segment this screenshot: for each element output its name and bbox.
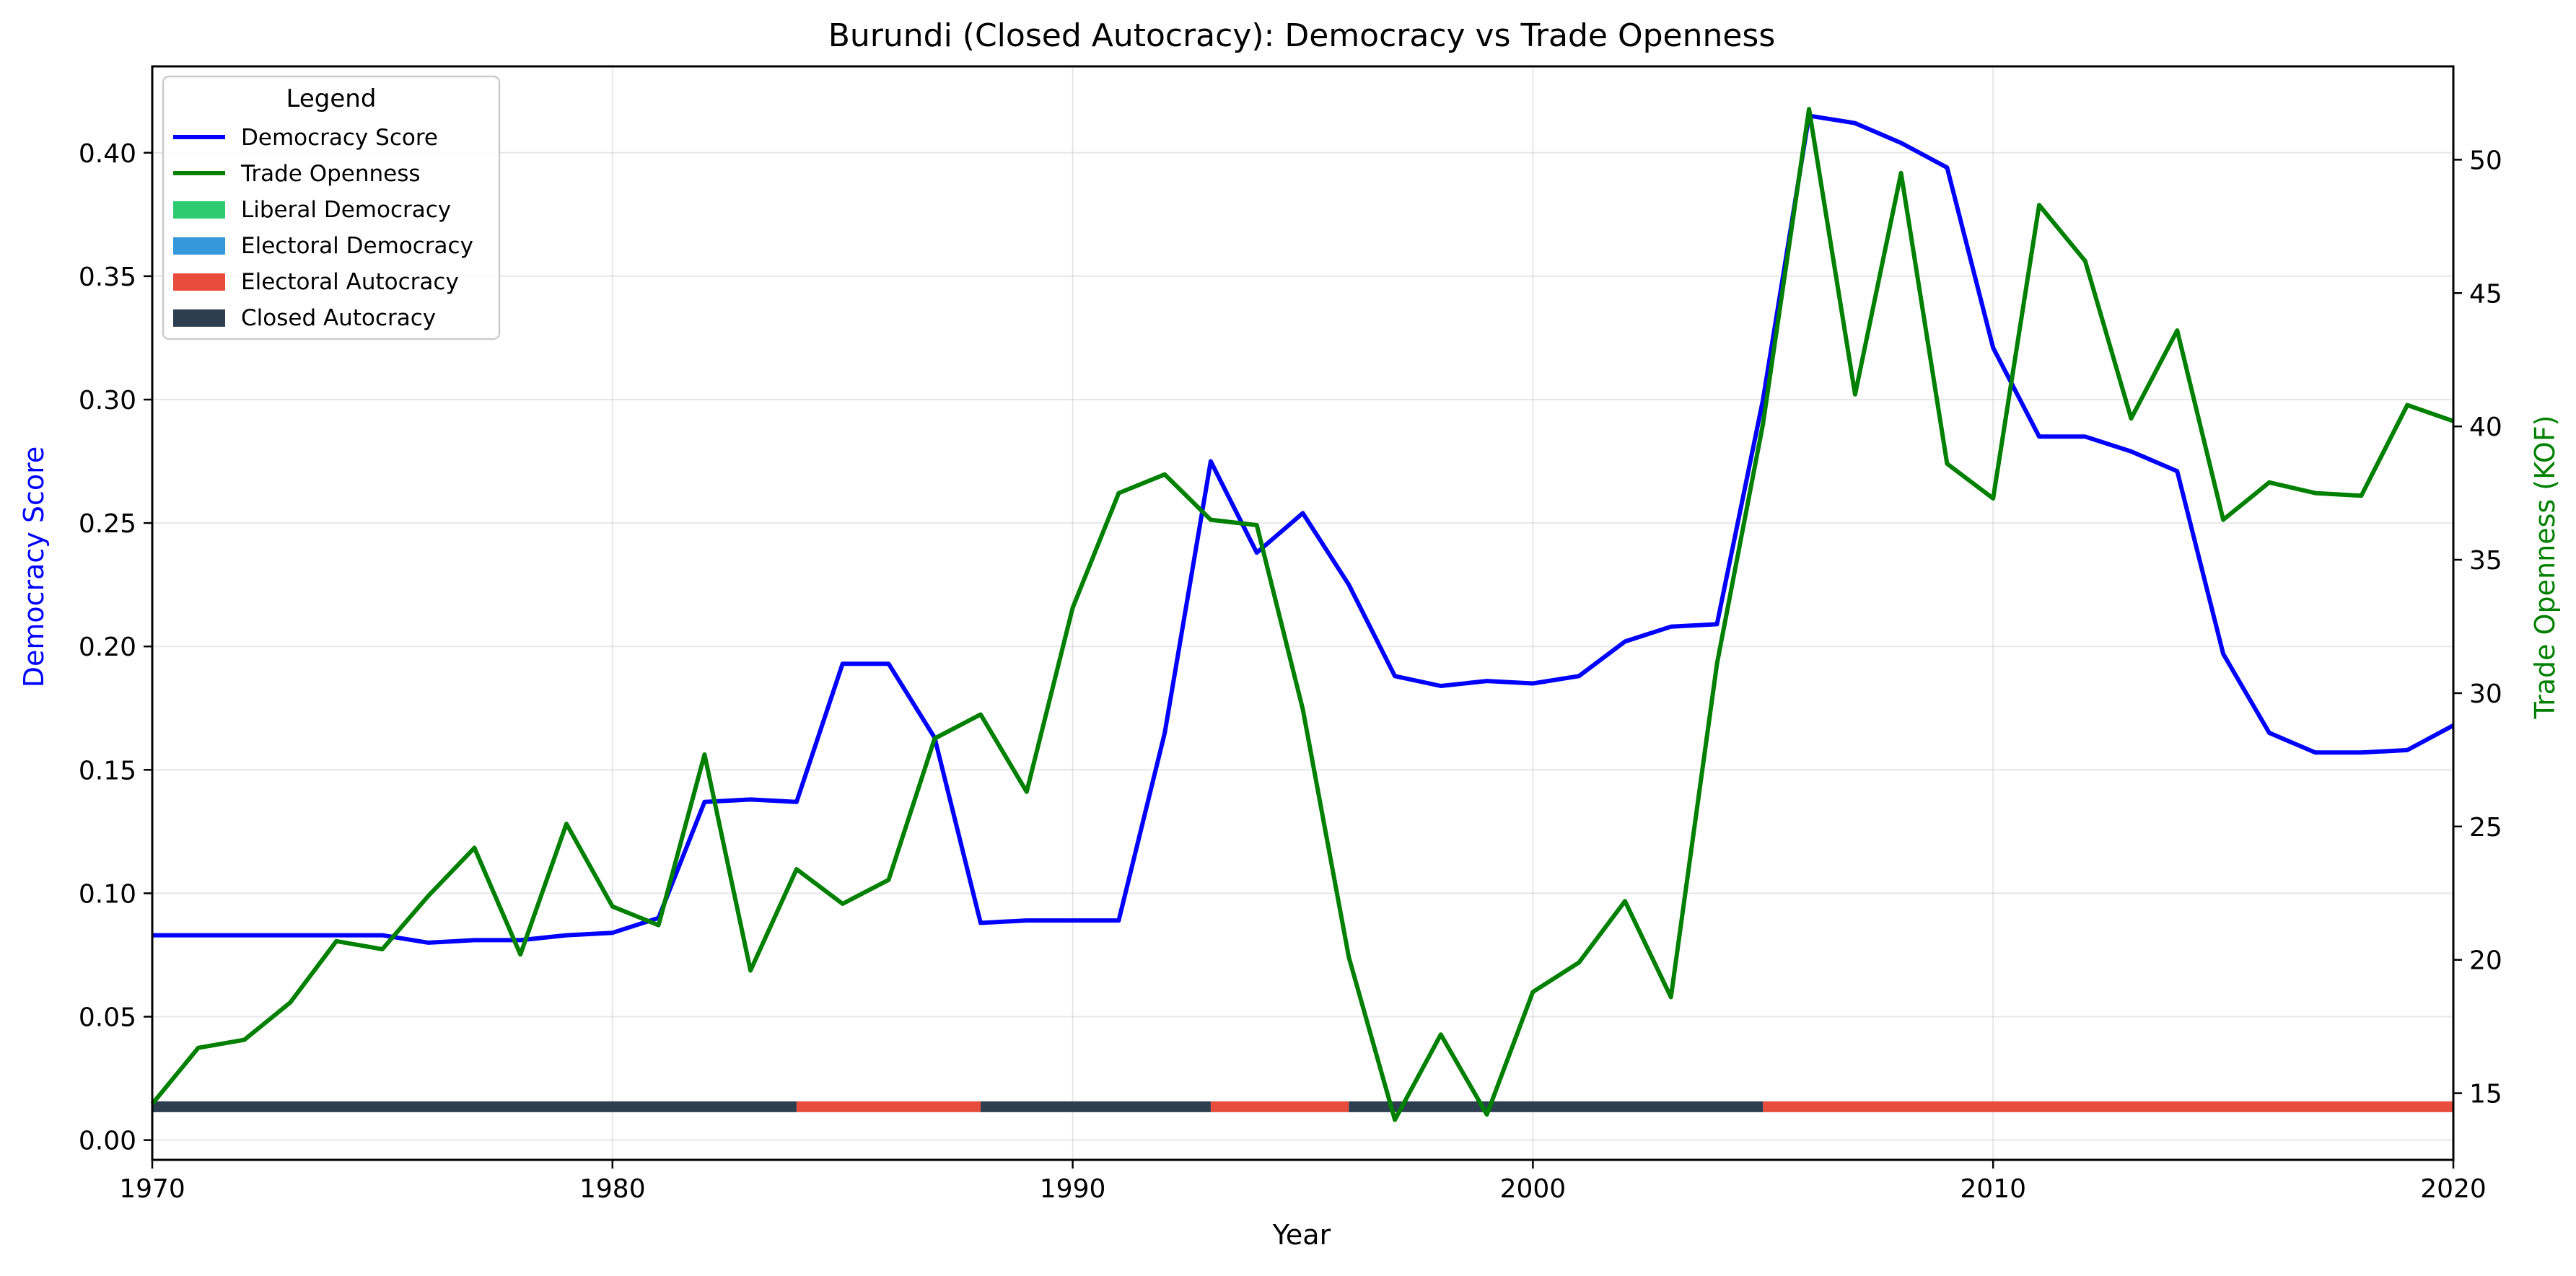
legend-title: Legend [286, 84, 377, 113]
legend-patch-swatch [173, 201, 225, 219]
y-left-tick-label: 0.05 [79, 1003, 136, 1033]
x-tick-label: 1980 [579, 1174, 646, 1204]
x-tick-label: 2010 [1960, 1174, 2026, 1204]
y-left-tick-label: 0.40 [79, 139, 136, 169]
y-right-tick-label: 25 [2469, 813, 2502, 842]
y-right-tick-label: 15 [2469, 1080, 2502, 1109]
x-tick-label: 2000 [1500, 1174, 1567, 1204]
y-left-tick-label: 0.35 [79, 263, 136, 292]
y-right-tick-label: 30 [2469, 679, 2502, 709]
x-tick-label: 1990 [1040, 1174, 1106, 1204]
x-tick-label: 2020 [2420, 1174, 2487, 1204]
chart-title: Burundi (Closed Autocracy): Democracy vs… [828, 17, 1776, 54]
y-left-tick-label: 0.15 [79, 756, 136, 786]
legend-entry-label: Trade Openness [240, 161, 421, 187]
y-left-tick-label: 0.20 [79, 633, 136, 662]
y-right-tick-label: 35 [2469, 546, 2502, 576]
legend-entry-label: Electoral Autocracy [241, 269, 459, 295]
legend: Legend Democracy Score Trade Openness Liber… [163, 76, 499, 339]
y-right-tick-label: 20 [2469, 946, 2502, 976]
y-axis-left-label: Democracy Score [18, 446, 50, 688]
legend-patch-swatch [173, 273, 225, 291]
legend-patch-swatch [173, 237, 225, 255]
x-axis-label: Year [1272, 1219, 1331, 1251]
y-axis-right-label: Trade Openness (KOF) [2529, 415, 2561, 719]
y-right-tick-label: 45 [2469, 279, 2502, 309]
y-left-tick-label: 0.25 [79, 509, 136, 539]
y-left-tick-label: 0.10 [79, 879, 136, 909]
x-tick-label: 1970 [119, 1174, 185, 1204]
y-right-tick-label: 40 [2469, 413, 2502, 442]
legend-entry-label: Electoral Democracy [241, 233, 473, 259]
y-left-tick-label: 0.30 [79, 386, 136, 415]
y-left-tick-label: 0.00 [79, 1127, 136, 1156]
legend-entry-label: Democracy Score [241, 125, 438, 151]
legend-entry-label: Liberal Democracy [241, 197, 451, 223]
legend-entry-label: Closed Autocracy [241, 305, 436, 331]
legend-patch-swatch [173, 309, 225, 327]
y-right-tick-label: 50 [2469, 146, 2502, 175]
